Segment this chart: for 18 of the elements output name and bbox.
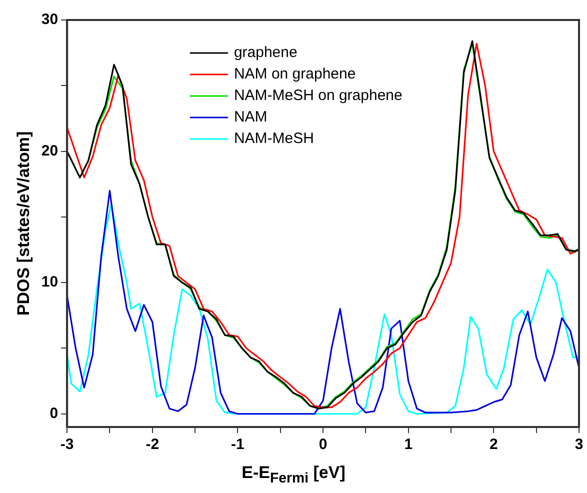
x-axis-title: E-E$_{Fermi}$ [eV] bbox=[240, 463, 346, 486]
x-tick-label: 1 bbox=[404, 436, 413, 454]
x-tick-label: -1 bbox=[231, 436, 244, 454]
y-tick-label: 20 bbox=[41, 142, 58, 160]
x-tick-label: -2 bbox=[146, 436, 160, 454]
x-tick-label: -3 bbox=[60, 436, 74, 454]
x-tick-label: 2 bbox=[490, 436, 498, 454]
y-axis-title: PDOS [states/eV/atom] bbox=[14, 131, 33, 316]
y-tick-label: 30 bbox=[41, 11, 58, 28]
legend-label: NAM bbox=[234, 108, 268, 126]
x-tick-label: 0 bbox=[318, 436, 328, 454]
legend-label: graphene bbox=[234, 44, 298, 62]
x-tick-label: 3 bbox=[574, 436, 584, 454]
y-tick-label: 10 bbox=[41, 274, 58, 291]
y-tick-label: 0 bbox=[50, 405, 58, 422]
legend-label: NAM-MeSH on graphene bbox=[234, 87, 402, 104]
legend-label: NAM on graphene bbox=[234, 66, 356, 83]
legend-label: NAM-MeSH bbox=[234, 130, 314, 148]
